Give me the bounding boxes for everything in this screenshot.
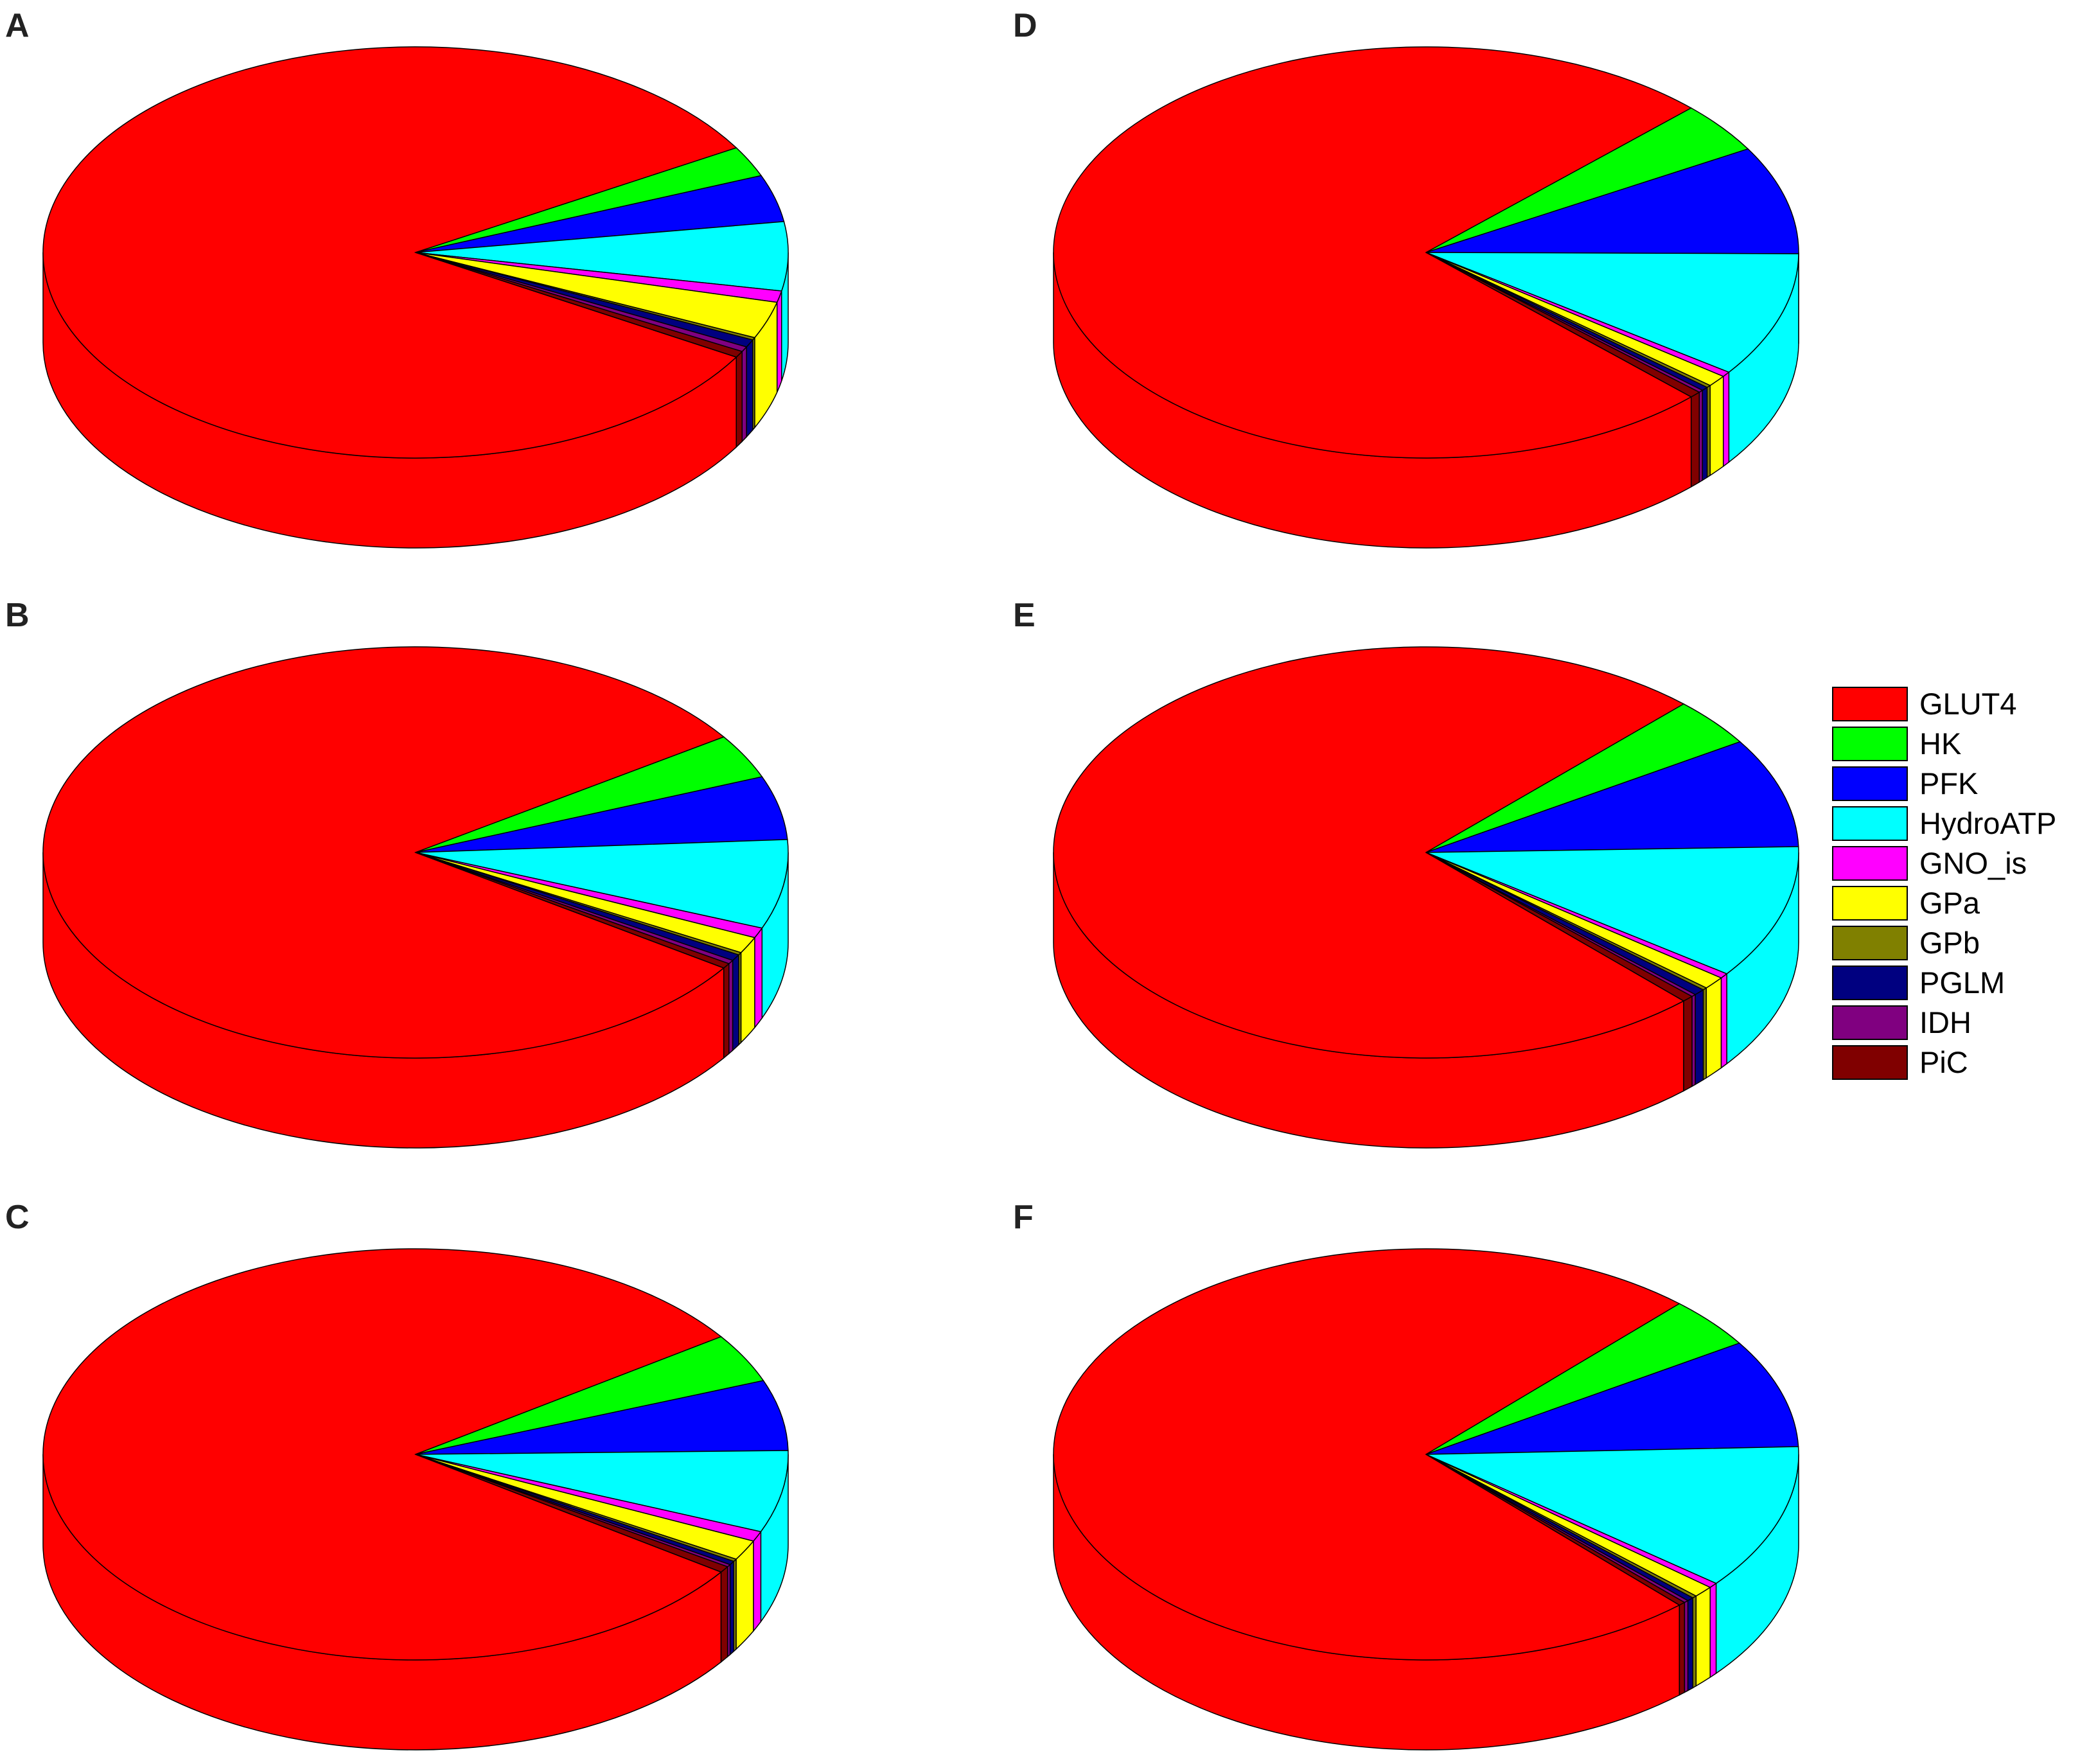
pie-side-gno_is — [776, 290, 782, 392]
pie-side-pglm — [732, 953, 739, 1052]
pie-slice-glut4 — [1053, 46, 1693, 459]
pie-slice-pfk — [1425, 148, 1799, 254]
pie-side-pglm — [1702, 386, 1708, 481]
pie-slice-glut4 — [42, 646, 725, 1059]
pie-slice-pfk — [415, 1380, 789, 1455]
legend-label: GNO_is — [1919, 846, 2027, 880]
pie-slice-pic — [415, 852, 730, 969]
pie-side-gno_is — [1709, 1582, 1717, 1679]
pie-slice-pfk — [415, 776, 788, 853]
legend-label: IDH — [1919, 1005, 1971, 1039]
panel-label-b: B — [5, 597, 30, 634]
legend-swatch — [1832, 846, 1908, 881]
legend-swatch — [1832, 966, 1908, 1000]
legend-swatch — [1832, 1045, 1908, 1080]
pie-side-pglm — [729, 1560, 734, 1656]
pie-slice-hydroatp — [415, 221, 789, 292]
pie-side-gno_is — [754, 926, 763, 1029]
pie-side-gpa — [740, 936, 755, 1044]
panel-label-f: F — [1013, 1199, 1034, 1236]
pie-side-pic — [1683, 995, 1693, 1092]
pie-side-pic — [1690, 391, 1700, 488]
panel-label-e: E — [1013, 597, 1036, 634]
pie-side-idh — [1691, 993, 1696, 1088]
legend-swatch — [1832, 766, 1908, 801]
pie-side-pglm — [1687, 1597, 1693, 1691]
pie-chart-c — [42, 1248, 789, 1751]
legend-swatch — [1832, 926, 1908, 960]
pie-side-pic — [720, 1566, 728, 1663]
pie-slice-glut4 — [42, 1248, 723, 1661]
pie-side-gno_is — [1720, 973, 1727, 1069]
legend-label: HK — [1919, 727, 1962, 761]
pie-side-gpb — [1692, 1595, 1697, 1689]
pie-slice-hydroatp — [415, 839, 789, 929]
pie-side-gno_is — [1722, 371, 1730, 468]
legend-label: PFK — [1919, 766, 1979, 800]
legend-swatch — [1832, 687, 1908, 721]
pie-chart-a — [42, 46, 789, 549]
legend-label: GPb — [1919, 926, 1980, 960]
pie-slice-hydroatp — [415, 1450, 789, 1533]
pie-slice-hydroatp — [1425, 846, 1799, 975]
legend-swatch — [1832, 727, 1908, 761]
legend-label: PGLM — [1919, 966, 2005, 1000]
pie-chart-e — [1053, 646, 1799, 1149]
pie-side-idh — [741, 346, 747, 443]
legend-label: PiC — [1919, 1045, 1968, 1079]
pie-slice-hydroatp — [1425, 252, 1799, 373]
pie-side-pglm — [746, 339, 754, 438]
legend-label: GLUT4 — [1919, 687, 2017, 721]
pie-side-pic — [736, 350, 743, 448]
pie-side-gpa — [1709, 375, 1724, 477]
legend-label: HydroATP — [1919, 806, 2057, 840]
pie-slice-pfk — [1425, 741, 1799, 853]
pie-slice-glut4 — [1053, 1248, 1680, 1661]
pie-slice-hydroatp — [1425, 1446, 1799, 1584]
panel-label-c: C — [5, 1199, 30, 1236]
pie-slice-glut4 — [1053, 646, 1685, 1059]
legend-label: GPa — [1919, 886, 1980, 920]
pie-side-gpa — [1695, 1586, 1711, 1687]
pie-side-idh — [728, 959, 734, 1055]
legend-swatch — [1832, 1005, 1908, 1040]
pie-side-pic — [723, 962, 730, 1059]
pie-chart-f — [1053, 1248, 1799, 1751]
panel-label-d: D — [1013, 7, 1037, 44]
pie-slice-glut4 — [42, 46, 737, 459]
pie-side-pic — [1679, 1601, 1686, 1696]
legend-swatch — [1832, 886, 1908, 921]
panel-label-a: A — [5, 7, 30, 44]
pie-side-gpa — [1705, 976, 1722, 1079]
pie-chart-b — [42, 646, 789, 1149]
pie-slice-pic — [415, 252, 743, 358]
pie-slice-pic — [1425, 252, 1700, 398]
pie-slice-pic — [1425, 1454, 1686, 1606]
pie-side-pglm — [1695, 989, 1704, 1086]
pie-slice-pfk — [1425, 1342, 1799, 1455]
pie-side-idh — [1684, 1600, 1689, 1693]
pie-side-gno_is — [753, 1530, 762, 1633]
pie-slice-pic — [415, 1454, 729, 1573]
pie-slice-pic — [1425, 852, 1693, 1002]
legend-swatch — [1832, 806, 1908, 841]
pie-chart-d — [1053, 46, 1799, 549]
